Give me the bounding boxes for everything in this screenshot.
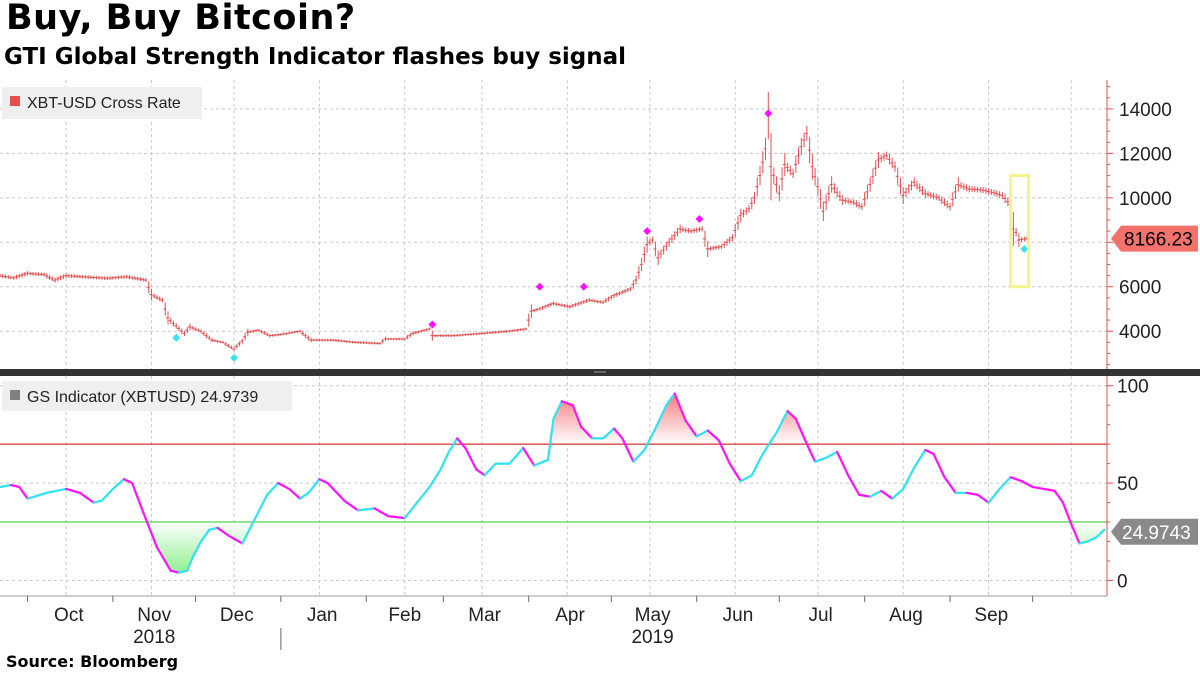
x-month-label: Aug [889,605,923,626]
buy-signal-marker [230,353,239,362]
gs-last-value-label: 24.9743 [1122,523,1191,544]
x-month-label: Nov [137,605,171,626]
x-month-label: Jun [723,605,754,626]
oversold-fill [0,522,1105,573]
gs-segment [673,392,679,402]
gs-segment [186,562,192,572]
price-series [0,91,1029,351]
gs-segment [1067,515,1073,526]
chart-title: Buy, Buy Bitcoin? [6,0,356,38]
price-tick-label: 6000 [1119,278,1161,299]
gs-segment [794,417,800,427]
x-year-label: 2018 [133,627,175,648]
x-year-label: 2019 [631,627,673,648]
price-legend-label: XBT-USD Cross Rate [27,95,181,112]
gs-segment [802,436,808,446]
sell-signal-marker [643,227,652,236]
x-month-label: Dec [220,605,254,626]
x-month-label: Jul [808,605,832,626]
chart-subtitle: GTI Global Strength Indicator flashes bu… [4,44,627,70]
price-legend-swatch [10,96,20,106]
gs-segment [1061,501,1067,511]
gs-segment [546,438,552,461]
gs-segment [144,518,150,528]
gs-legend-label: GS Indicator (XBTUSD) 24.9739 [27,389,258,406]
gs-segment [131,481,137,492]
gs-last-value-badge [1111,518,1198,545]
gs-legend-box [2,381,292,411]
x-axis: Oct Nov Dec Jan Feb Mar Apr May Jun Jul Aug Sep 2018… [0,595,1107,650]
sell-signal-marker [764,109,773,118]
gs-segment [150,532,156,542]
buy-signal-highlight [1009,174,1031,289]
sell-signal-marker [428,320,437,329]
gs-segment [142,511,148,521]
gs-segment [1075,535,1081,545]
gs-segment [679,406,685,416]
gs-segment [577,418,583,428]
price-last-value-label: 8166.23 [1124,230,1193,251]
gs-tick-label: 50 [1117,474,1138,495]
gs-segment [574,411,580,421]
gs-segment [139,503,145,514]
gs-segment [1064,508,1070,518]
gs-segment [797,424,803,433]
gs-segment [676,399,682,409]
gs-tick-label: 100 [1117,377,1149,398]
x-month-label: Apr [555,605,585,626]
price-legend-box [2,87,202,119]
price-tick-label: 12000 [1119,144,1172,165]
gs-segment [681,412,687,422]
price-tick-label: 4000 [1119,322,1161,343]
source-note: Source: Bloomberg [6,652,179,671]
x-month-label: Oct [54,605,84,626]
sell-signal-marker [579,282,588,291]
gs-legend-swatch [10,390,20,400]
gs-segment [188,555,194,565]
sell-signal-marker [535,282,544,291]
gs-segment [147,525,153,535]
x-month-label: Feb [388,605,421,626]
gs-indicator-panel: GS Indicator (XBTUSD) 24.9739 0 50 100 24.97… [0,369,1200,596]
gs-segment [549,417,555,441]
gs-segment [1100,528,1106,534]
gs-segment [133,489,139,499]
price-tick-label: 14000 [1119,100,1172,121]
sell-signal-marker [695,214,704,223]
gs-segment [571,404,577,414]
gs-segment [1070,522,1076,532]
gs-segment [136,496,142,507]
price-tick-label: 10000 [1119,189,1172,210]
price-last-value-badge [1111,225,1198,252]
gs-segment [1072,529,1078,539]
buy-signal-marker [172,333,181,342]
x-month-label: Jan [307,605,338,626]
gs-indicator-series [0,392,1106,574]
x-month-label: Sep [974,605,1008,626]
gs-segment [153,539,159,549]
buy-signal-marker [1020,244,1029,253]
gs-segment [800,430,806,439]
x-month-label: Mar [468,605,501,626]
price-panel: XBT-USD Cross Rate4000600080001000012000… [0,80,1198,369]
gs-tick-label: 0 [1117,571,1128,592]
x-month-label: May [635,605,671,626]
